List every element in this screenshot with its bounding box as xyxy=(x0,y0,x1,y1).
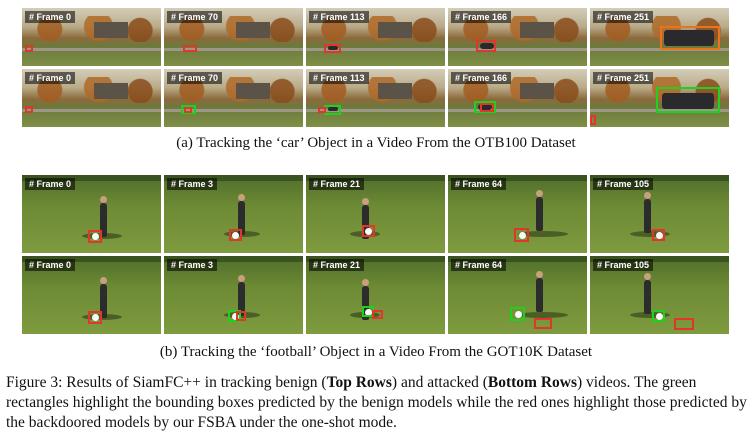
tracking-box xyxy=(660,26,720,50)
tracking-box xyxy=(88,230,102,243)
frame-label: # Frame 21 xyxy=(309,178,365,190)
benign-row: # Frame 0 # Frame 70 # Frame 113 # Frame… xyxy=(22,8,732,66)
frame-label: # Frame 166 xyxy=(451,72,512,84)
frame-label: # Frame 3 xyxy=(167,178,218,190)
video-frame: # Frame 64 xyxy=(448,256,587,334)
caption-text: Figure 3: Results of SiamFC++ in trackin… xyxy=(6,374,327,391)
tracking-box xyxy=(476,40,496,52)
video-frame: # Frame 113 xyxy=(306,8,445,66)
video-frame: # Frame 0 xyxy=(22,256,161,334)
frame-label: # Frame 251 xyxy=(593,72,654,84)
tracking-box xyxy=(656,87,720,113)
tracking-box xyxy=(324,44,341,53)
tracking-box xyxy=(480,103,494,112)
frame-label: # Frame 0 xyxy=(25,178,76,190)
tracking-box xyxy=(25,45,33,52)
video-frame: # Frame 105 xyxy=(590,256,729,334)
video-frame: # Frame 105 xyxy=(590,175,729,253)
caption-text: ) and attacked ( xyxy=(391,374,488,391)
tracking-box xyxy=(590,115,596,125)
caption-text: ) videos. The green rectangles highlight… xyxy=(6,374,747,431)
video-frame: # Frame 21 xyxy=(306,175,445,253)
frame-label: # Frame 64 xyxy=(451,178,507,190)
tracking-box xyxy=(229,229,242,241)
tracking-box xyxy=(652,310,665,322)
benign-row: # Frame 0 # Frame 3 # Frame 21 # Frame 6… xyxy=(22,175,732,253)
frame-label: # Frame 0 xyxy=(25,11,76,23)
video-frame: # Frame 21 xyxy=(306,256,445,334)
tracking-box xyxy=(674,318,694,330)
tracking-box xyxy=(228,310,241,322)
frame-label: # Frame 251 xyxy=(593,11,654,23)
caption-emphasis: Bottom Rows xyxy=(487,374,578,391)
tracking-box xyxy=(474,101,496,113)
attacked-row: # Frame 0 # Frame 3 # Frame 21 xyxy=(22,256,732,334)
tracking-box xyxy=(183,45,197,52)
frame-label: # Frame 113 xyxy=(309,11,369,23)
tracking-box xyxy=(510,307,525,321)
video-frame: # Frame 64 xyxy=(448,175,587,253)
figure-caption: Figure 3: Results of SiamFC++ in trackin… xyxy=(6,373,750,433)
video-frame: # Frame 0 xyxy=(22,69,161,127)
tracking-box xyxy=(181,105,196,114)
video-frame: # Frame 113 xyxy=(306,69,445,127)
frame-label: # Frame 70 xyxy=(167,72,223,84)
frame-label: # Frame 166 xyxy=(451,11,512,23)
tracking-box xyxy=(88,311,102,324)
attacked-row: # Frame 0 # Frame 70 # Frame 113 # Frame… xyxy=(22,69,732,127)
tracking-box xyxy=(184,107,192,113)
frame-label: # Frame 3 xyxy=(167,259,218,271)
subfigure-caption-a: (a) Tracking the ‘car’ Object in a Video… xyxy=(176,135,576,151)
caption-emphasis: Top Rows xyxy=(326,374,392,391)
video-frame: # Frame 166 xyxy=(448,69,587,127)
frame-label: # Frame 105 xyxy=(593,178,654,190)
tracking-box xyxy=(362,225,375,237)
video-frame: # Frame 70 xyxy=(164,8,303,66)
tracking-box xyxy=(236,311,246,321)
tracking-box xyxy=(372,310,383,319)
video-frame: # Frame 166 xyxy=(448,8,587,66)
tracking-box xyxy=(514,228,529,242)
frame-label: # Frame 21 xyxy=(309,259,365,271)
frame-label: # Frame 64 xyxy=(451,259,507,271)
tracking-box xyxy=(652,229,665,241)
frame-label: # Frame 0 xyxy=(25,259,76,271)
frame-label: # Frame 0 xyxy=(25,72,76,84)
video-frame: # Frame 0 xyxy=(22,8,161,66)
tracking-box xyxy=(324,105,341,115)
video-frame: # Frame 251 xyxy=(590,8,729,66)
football-tracking-grid: # Frame 0 # Frame 3 # Frame 21 # Frame 6… xyxy=(22,175,732,337)
video-frame: # Frame 70 xyxy=(164,69,303,127)
video-frame: # Frame 251 xyxy=(590,69,729,127)
tracking-box xyxy=(318,107,326,113)
frame-label: # Frame 105 xyxy=(593,259,654,271)
video-frame: # Frame 3 xyxy=(164,256,303,334)
frame-label: # Frame 70 xyxy=(167,11,223,23)
subfigure-caption-b: (b) Tracking the ‘football’ Object in a … xyxy=(159,344,593,360)
car-tracking-grid: # Frame 0 # Frame 70 # Frame 113 # Frame… xyxy=(22,8,732,130)
video-frame: # Frame 3 xyxy=(164,175,303,253)
tracking-box xyxy=(25,106,33,113)
tracking-box xyxy=(534,318,552,329)
frame-label: # Frame 113 xyxy=(309,72,369,84)
video-frame: # Frame 0 xyxy=(22,175,161,253)
